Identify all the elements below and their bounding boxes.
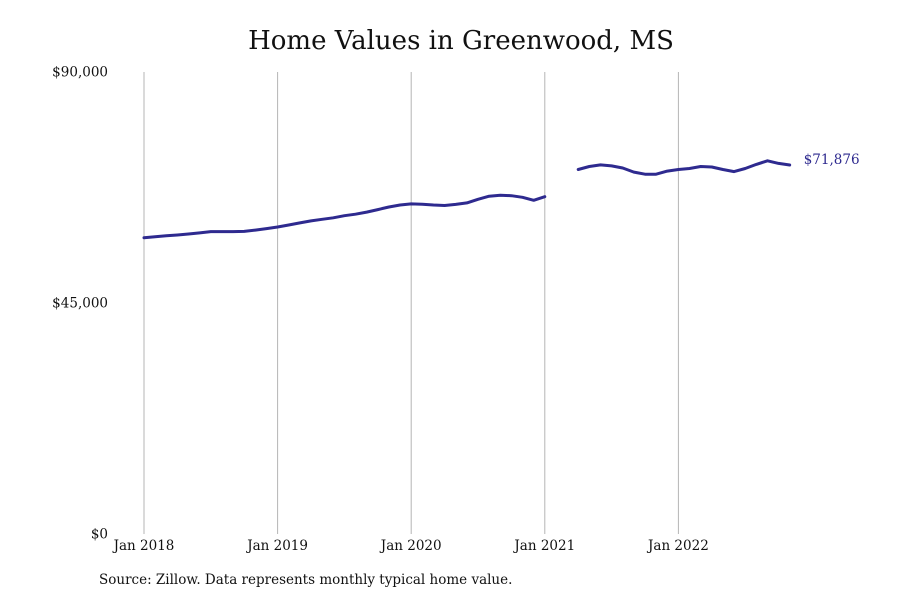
- series: [142, 159, 792, 240]
- source-note: Source: Zillow. Data represents monthly …: [99, 572, 513, 588]
- y-tick-label: $90,000: [52, 65, 108, 81]
- end-label-group: $71,876: [804, 152, 860, 168]
- x-tick-label: Jan 2020: [379, 538, 442, 554]
- x-tick-label: Jan 2021: [512, 538, 575, 554]
- x-tick-label: Jan 2018: [112, 538, 175, 554]
- gridlines: [143, 72, 679, 534]
- x-tick-label: Jan 2022: [646, 538, 709, 554]
- chart-title: Home Values in Greenwood, MS: [248, 26, 674, 56]
- x-axis: Jan 2018 Jan 2019 Jan 2020 Jan 2021 Jan 2022: [112, 538, 709, 554]
- y-tick-label: $45,000: [52, 296, 108, 312]
- y-axis: $0 $45,000 $90,000: [52, 65, 108, 543]
- x-tick-label: Jan 2019: [245, 538, 308, 554]
- end-value-label: $71,876: [804, 152, 860, 168]
- y-tick-label: $0: [91, 527, 108, 543]
- series-line-segment-0: [142, 193, 547, 240]
- series-line-segment-1: [576, 159, 792, 176]
